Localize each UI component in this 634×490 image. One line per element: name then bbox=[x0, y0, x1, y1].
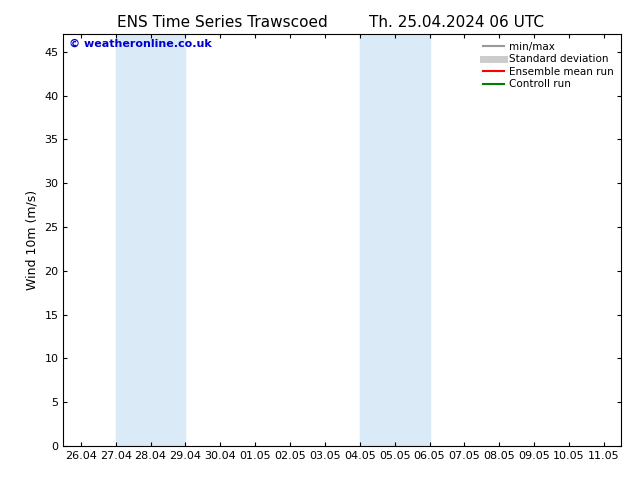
Legend: min/max, Standard deviation, Ensemble mean run, Controll run: min/max, Standard deviation, Ensemble me… bbox=[481, 40, 616, 92]
Bar bbox=[359, 34, 429, 446]
Y-axis label: Wind 10m (m/s): Wind 10m (m/s) bbox=[26, 190, 39, 290]
Text: Th. 25.04.2024 06 UTC: Th. 25.04.2024 06 UTC bbox=[369, 15, 544, 30]
Text: © weatheronline.co.uk: © weatheronline.co.uk bbox=[69, 38, 212, 49]
Bar bbox=[116, 34, 185, 446]
Text: ENS Time Series Trawscoed: ENS Time Series Trawscoed bbox=[117, 15, 327, 30]
